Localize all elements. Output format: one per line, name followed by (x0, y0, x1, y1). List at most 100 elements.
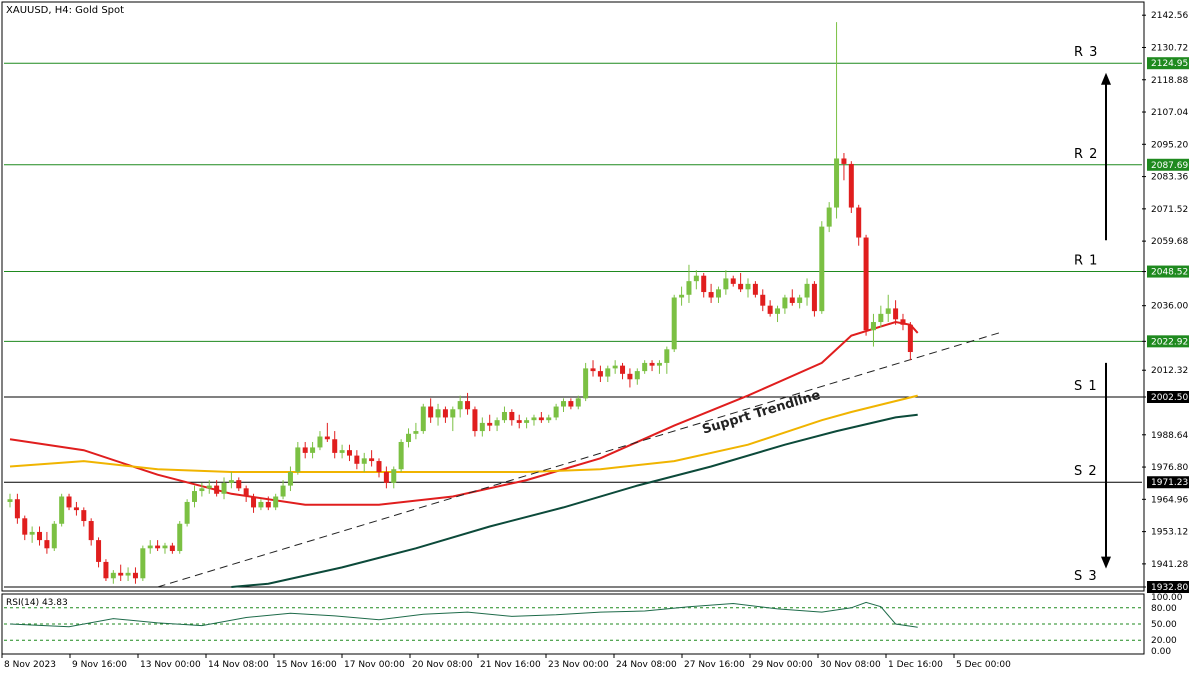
candle-body-99 (738, 283, 744, 290)
candle-body-14 (110, 572, 116, 579)
candle-body-117 (870, 322, 876, 331)
price-tick-label-13: 1988.64 (1151, 431, 1188, 441)
candle-body-113 (841, 158, 847, 164)
candle-body-119 (885, 308, 891, 314)
candle-body-107 (797, 297, 803, 303)
chart-title: XAUUSD, H4: Gold Spot (6, 5, 124, 16)
moving-average-1 (9, 394, 918, 473)
candle-body-98 (730, 278, 736, 284)
candle-body-87 (649, 362, 655, 366)
price-tick-label-2: 2118.88 (1151, 76, 1188, 86)
candle-body-61 (457, 401, 463, 410)
candle-body-5 (44, 540, 50, 549)
candle-body-44 (332, 439, 338, 453)
candle-body-111 (826, 207, 832, 227)
candle-body-11 (88, 521, 94, 541)
candle-body-28 (214, 485, 220, 494)
candle-body-74 (553, 406, 559, 418)
candle-body-21 (162, 545, 168, 549)
candle-body-95 (708, 292, 714, 298)
level-label-4: S 1 (1074, 379, 1098, 394)
candle-body-94 (701, 275, 707, 293)
candle-body-75 (561, 401, 566, 407)
candle-body-78 (583, 368, 589, 399)
candle-body-47 (354, 455, 360, 464)
moving-average-2 (231, 413, 918, 588)
candle-body-42 (317, 436, 323, 448)
candle-body-70 (524, 420, 530, 423)
candle-body-48 (361, 458, 367, 464)
candle-body-16 (125, 572, 131, 576)
candle-body-22 (169, 545, 175, 552)
candle-body-106 (789, 297, 795, 303)
candle-body-52 (391, 469, 397, 483)
price-tick-label-14: 1976.80 (1151, 463, 1188, 473)
price-tick-label-15: 1964.96 (1151, 495, 1188, 505)
candle-body-2 (22, 518, 28, 535)
price-axis: 2142.56 2130.72 2118.88 2107.04 2095.20 2083.… (1142, 11, 1188, 588)
level-badge-text-3: 2022.92 (1151, 337, 1188, 347)
candle-body-27 (206, 485, 212, 489)
candle-body-118 (878, 313, 884, 323)
candle-body-65 (487, 422, 493, 426)
candle-body-36 (273, 496, 279, 508)
candle-body-13 (103, 561, 109, 579)
candle-body-18 (140, 548, 146, 579)
level-badge-text-4: 2002.50 (1151, 393, 1188, 403)
candle-body-77 (575, 398, 581, 407)
candle-body-23 (177, 523, 183, 552)
candle-body-116 (863, 237, 869, 331)
level-badge-3 (1147, 335, 1189, 348)
candle-body-104 (775, 308, 781, 314)
candle-body-54 (406, 433, 412, 442)
candle-body-17 (132, 572, 138, 579)
candle-body-103 (767, 305, 773, 314)
candle-body-97 (723, 278, 729, 290)
candle-body-41 (310, 447, 316, 453)
candle-body-85 (634, 371, 640, 380)
price-tick-label-6: 2071.52 (1151, 205, 1188, 215)
candle-body-31 (236, 480, 242, 489)
candle-body-89 (664, 349, 670, 363)
time-tick-label-11: 29 Nov 00:00 (752, 660, 813, 670)
level-badge-text-6: 1932.80 (1151, 583, 1188, 593)
price-tick-label-0: 2142.56 (1151, 11, 1188, 21)
candle-body-72 (538, 417, 544, 421)
time-tick-label-2: 13 Nov 00:00 (140, 660, 201, 670)
rsi-line (9, 601, 918, 628)
candle-body-59 (442, 409, 448, 418)
candle-body-88 (656, 362, 662, 366)
candle-body-32 (243, 488, 249, 497)
time-tick-label-5: 17 Nov 00:00 (344, 660, 405, 670)
time-tick-label-14: 5 Dec 00:00 (956, 660, 1011, 670)
level-badge-text-0: 2124.95 (1151, 59, 1188, 69)
rsi-tick-label-2: 50.00 (1151, 620, 1177, 630)
time-tick-label-8: 23 Nov 00:00 (548, 660, 609, 670)
time-tick-label-1: 9 Nov 16:00 (72, 660, 127, 670)
main-pane-frame (1, 1, 1145, 592)
candle-body-122 (907, 324, 913, 353)
time-tick-label-12: 30 Nov 08:00 (820, 660, 881, 670)
level-badge-1 (1147, 158, 1189, 171)
candle-body-25 (192, 491, 197, 502)
rsi-tick-label-0: 100.00 (1151, 593, 1183, 603)
candle-body-110 (819, 226, 825, 312)
candle-body-55 (413, 431, 419, 434)
price-tick-label-4: 2095.20 (1151, 140, 1188, 150)
candle-body-20 (155, 545, 161, 549)
candle-body-56 (420, 406, 426, 432)
level-badge-6 (1147, 581, 1189, 593)
candle-body-34 (258, 501, 264, 508)
candle-body-57 (428, 406, 434, 418)
candle-body-121 (900, 319, 906, 325)
candle-body-76 (568, 401, 574, 407)
candle-body-91 (679, 294, 685, 298)
arrow-head-down-1 (1101, 556, 1111, 569)
candle-body-84 (627, 373, 633, 380)
candle-body-114 (848, 163, 854, 208)
candle-body-30 (228, 480, 234, 483)
candle-body-81 (605, 368, 611, 377)
candle-body-66 (494, 420, 500, 426)
candle-body-12 (96, 540, 102, 562)
